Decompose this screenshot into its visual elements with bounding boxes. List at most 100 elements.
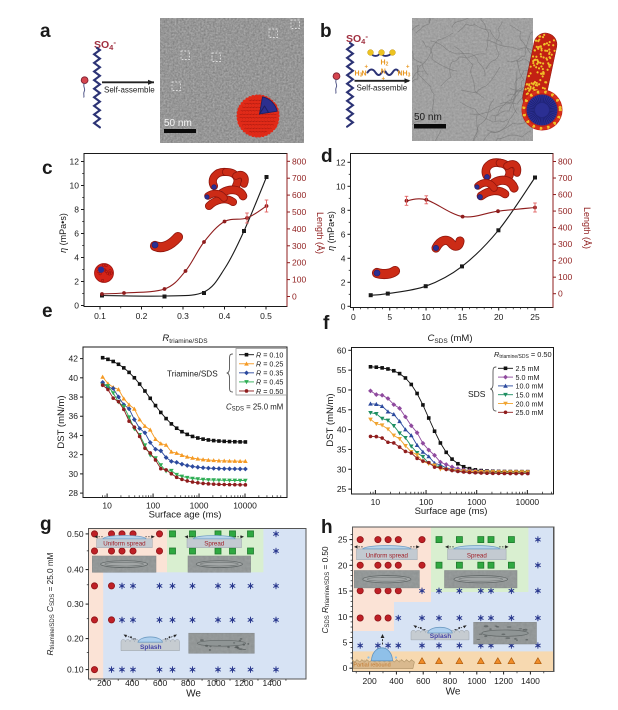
svg-text:η (mPa•s): η (mPa•s)	[326, 211, 336, 251]
svg-text:34: 34	[69, 430, 79, 440]
svg-text:700: 700	[292, 173, 306, 183]
svg-text:g: g	[40, 514, 52, 535]
svg-text:1000: 1000	[467, 497, 486, 507]
svg-text:0.50: 0.50	[67, 529, 84, 539]
svg-text:2.5 mM: 2.5 mM	[516, 364, 540, 373]
svg-text:b: b	[320, 21, 332, 42]
svg-text:SDS: SDS	[468, 389, 486, 399]
svg-text:10.0 mM: 10.0 mM	[516, 382, 544, 391]
svg-text:500: 500	[292, 207, 306, 217]
svg-text:Spread: Spread	[204, 540, 225, 547]
svg-text:N: N	[362, 71, 367, 78]
svg-text:0: 0	[351, 312, 356, 322]
svg-text:600: 600	[292, 190, 306, 200]
svg-text:0.2: 0.2	[136, 311, 148, 321]
svg-text:We: We	[446, 687, 461, 698]
svg-text:Splash: Splash	[430, 633, 452, 640]
svg-text:R = 0.35: R = 0.35	[256, 369, 283, 378]
svg-text:5.0 mM: 5.0 mM	[516, 373, 540, 382]
svg-text:1000: 1000	[467, 676, 486, 686]
svg-text:30: 30	[69, 469, 79, 479]
svg-text:10: 10	[338, 612, 348, 622]
svg-text:Self-assemble: Self-assemble	[104, 86, 155, 95]
svg-text:300: 300	[558, 239, 572, 249]
svg-text:55: 55	[337, 365, 347, 375]
svg-text:10000: 10000	[233, 501, 257, 511]
svg-text:0.5: 0.5	[260, 311, 272, 321]
svg-text:0.1: 0.1	[94, 311, 106, 321]
svg-text:2: 2	[341, 277, 346, 287]
svg-text:SO4-: SO4-	[94, 38, 116, 52]
svg-text:H2: H2	[381, 60, 389, 68]
svg-text:8: 8	[341, 205, 346, 215]
svg-text:200: 200	[558, 256, 572, 266]
svg-text:40: 40	[69, 373, 79, 383]
svg-text:10: 10	[102, 501, 112, 511]
svg-text:1400: 1400	[521, 676, 540, 686]
svg-text:a: a	[40, 21, 51, 42]
svg-text:1200: 1200	[235, 678, 254, 688]
svg-text:0.20: 0.20	[67, 634, 84, 644]
svg-text:6: 6	[341, 229, 346, 239]
svg-text:R = 0.25: R = 0.25	[256, 360, 283, 369]
svg-text:Uniform spread: Uniform spread	[366, 553, 409, 560]
svg-text:100: 100	[146, 501, 160, 511]
svg-text:50 nm: 50 nm	[164, 118, 192, 129]
svg-text:800: 800	[181, 678, 195, 688]
svg-text:20: 20	[338, 560, 348, 570]
svg-text:50 nm: 50 nm	[414, 112, 442, 123]
svg-text:0: 0	[341, 301, 346, 311]
svg-text:25: 25	[338, 535, 348, 545]
svg-text:25: 25	[530, 312, 540, 322]
svg-text:We: We	[186, 689, 201, 700]
svg-text:CSDS Rtriamine/SDS = 0.50: CSDS Rtriamine/SDS = 0.50	[321, 546, 331, 634]
svg-text:40: 40	[337, 425, 347, 435]
svg-text:DST (mN/m): DST (mN/m)	[56, 395, 67, 448]
svg-text:0: 0	[558, 289, 563, 299]
svg-text:+: +	[382, 77, 386, 83]
svg-text:10: 10	[371, 497, 381, 507]
svg-text:200: 200	[363, 676, 377, 686]
svg-text:30: 30	[337, 464, 347, 474]
svg-text:0: 0	[74, 301, 79, 311]
svg-text:0: 0	[343, 663, 348, 673]
svg-text:400: 400	[292, 224, 306, 234]
svg-text:Rtriamine/SDS CSDS = 25.0 mM: Rtriamine/SDS CSDS = 25.0 mM	[46, 552, 56, 655]
svg-text:28: 28	[69, 488, 79, 498]
svg-text:R = 0.50: R = 0.50	[256, 387, 283, 396]
svg-text:5: 5	[387, 312, 392, 322]
svg-text:Partial rebound: Partial rebound	[353, 663, 390, 669]
svg-text:200: 200	[97, 678, 111, 688]
svg-text:35: 35	[337, 444, 347, 454]
svg-text:4: 4	[74, 253, 79, 263]
svg-text:6: 6	[74, 229, 79, 239]
svg-text:100: 100	[558, 272, 572, 282]
svg-text:Uniform spread: Uniform spread	[103, 540, 146, 547]
svg-text:800: 800	[443, 676, 457, 686]
svg-text:1200: 1200	[494, 676, 513, 686]
svg-text:20: 20	[494, 312, 504, 322]
svg-text:15: 15	[458, 312, 468, 322]
svg-text:Surface age (ms): Surface age (ms)	[149, 510, 222, 521]
svg-text:0.40: 0.40	[67, 565, 84, 575]
svg-text:η (mPa•s): η (mPa•s)	[58, 213, 68, 253]
svg-text:N: N	[381, 69, 386, 76]
svg-text:500: 500	[558, 206, 572, 216]
svg-text:400: 400	[125, 678, 139, 688]
svg-text:4: 4	[341, 253, 346, 263]
svg-text:NH3: NH3	[398, 71, 411, 79]
svg-text:1000: 1000	[190, 501, 209, 511]
svg-text:c: c	[42, 158, 53, 179]
svg-text:5: 5	[343, 637, 348, 647]
svg-text:Length (Å): Length (Å)	[582, 207, 592, 249]
svg-text:f: f	[323, 313, 330, 334]
svg-text:800: 800	[558, 157, 572, 167]
svg-text:+: +	[365, 65, 369, 71]
svg-text:10: 10	[421, 312, 431, 322]
svg-text:Rtriamine/SDS = 0.50: Rtriamine/SDS = 0.50	[494, 350, 552, 360]
svg-text:CSDS = 25.0 mM: CSDS = 25.0 mM	[226, 403, 283, 413]
svg-text:0.30: 0.30	[67, 599, 84, 609]
svg-text:Spread: Spread	[467, 553, 488, 560]
svg-text:10: 10	[336, 181, 346, 191]
svg-text:0: 0	[292, 292, 297, 302]
